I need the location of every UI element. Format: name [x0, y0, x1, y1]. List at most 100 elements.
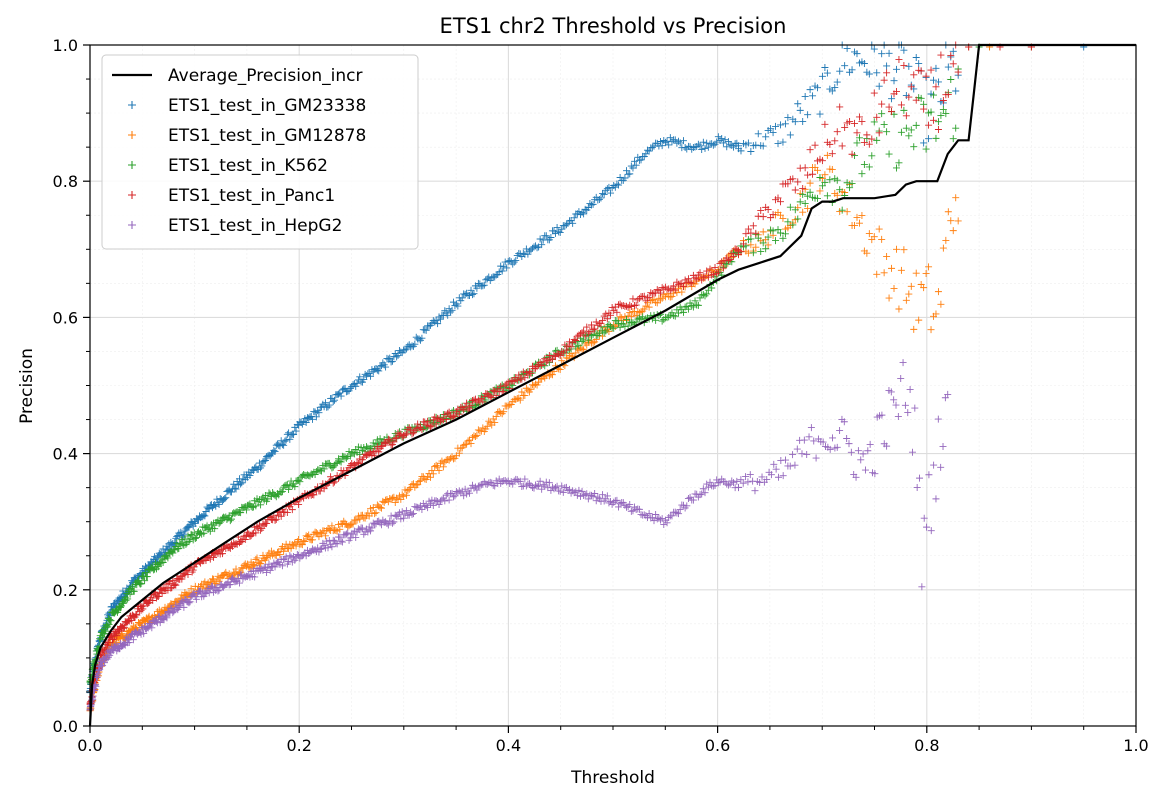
- series-point: [444, 455, 452, 463]
- series-point: [860, 139, 868, 147]
- series-point: [764, 241, 772, 249]
- series-point: [143, 615, 151, 623]
- series-point: [311, 470, 319, 478]
- series-point: [890, 284, 898, 292]
- series-point: [578, 337, 586, 345]
- series-point: [917, 67, 925, 75]
- series-point: [435, 501, 443, 509]
- series-point: [575, 486, 583, 494]
- series-point: [419, 425, 427, 433]
- series-point: [714, 479, 722, 487]
- series-point: [831, 137, 839, 145]
- series-point: [929, 91, 937, 99]
- series-point: [602, 495, 610, 503]
- series-point: [634, 296, 642, 304]
- series-point: [512, 257, 520, 265]
- series-point: [784, 114, 792, 122]
- series-point: [533, 482, 541, 490]
- series-point: [597, 194, 605, 202]
- series-point: [128, 617, 136, 625]
- series-point: [843, 44, 851, 52]
- series-point: [629, 507, 637, 515]
- series-point: [338, 538, 346, 546]
- series-point: [434, 498, 442, 506]
- series-point: [737, 476, 745, 484]
- series-point: [102, 627, 110, 635]
- series-point: [930, 461, 938, 469]
- series-point: [448, 306, 456, 314]
- series-point: [586, 200, 594, 208]
- series-point: [751, 487, 759, 495]
- series-point: [847, 448, 855, 456]
- x-tick-label: 0.4: [496, 736, 521, 755]
- series-point: [285, 486, 293, 494]
- series-point: [316, 545, 324, 553]
- series-point: [610, 324, 618, 332]
- series-point: [793, 445, 801, 453]
- series-point: [696, 294, 704, 302]
- series-point: [841, 62, 849, 70]
- series-point: [461, 290, 469, 298]
- series-point: [455, 449, 463, 457]
- series-point: [405, 511, 413, 519]
- series-point: [813, 194, 821, 202]
- series-point: [587, 201, 595, 209]
- series-point: [548, 371, 556, 379]
- series-point: [375, 367, 383, 375]
- series-point: [671, 136, 679, 144]
- series-point: [589, 200, 597, 208]
- series-point: [536, 235, 544, 243]
- series-point: [657, 137, 665, 145]
- series-point: [315, 409, 323, 417]
- series-point: [632, 161, 640, 169]
- series-point: [518, 483, 526, 491]
- series-point: [818, 72, 826, 80]
- series-point: [858, 212, 866, 220]
- series-point: [922, 270, 930, 278]
- series-point: [353, 379, 361, 387]
- series-point: [470, 402, 478, 410]
- series-point: [545, 372, 553, 380]
- series-point: [503, 264, 511, 272]
- series-point: [552, 483, 560, 491]
- series-point: [897, 266, 905, 274]
- series-point: [109, 635, 117, 643]
- series-point: [242, 506, 250, 514]
- series-point: [280, 441, 288, 449]
- series-point: [527, 385, 535, 393]
- series-point: [293, 550, 301, 558]
- legend-marker-ets1-test-in-gm12878: [128, 131, 136, 139]
- series-point: [409, 480, 417, 488]
- series-point: [175, 544, 183, 552]
- series-point: [713, 138, 721, 146]
- series-point: [424, 473, 432, 481]
- series-point: [779, 234, 787, 242]
- series-point: [152, 557, 160, 565]
- series-point: [527, 369, 535, 377]
- series-point: [365, 369, 373, 377]
- y-tick-label: 0.6: [53, 308, 78, 327]
- series-point: [429, 502, 437, 510]
- series-point: [184, 570, 192, 578]
- series-point: [853, 129, 861, 137]
- series-point: [652, 316, 660, 324]
- series-point: [545, 358, 553, 366]
- series-point: [846, 184, 854, 192]
- series-point: [382, 439, 390, 447]
- series-point: [635, 156, 643, 164]
- series-point: [226, 580, 234, 588]
- series-point: [809, 170, 817, 178]
- series-point: [949, 227, 957, 235]
- series-point: [494, 408, 502, 416]
- series-point: [235, 579, 243, 587]
- series-point: [206, 555, 214, 563]
- series-point: [873, 113, 881, 121]
- series-point: [602, 310, 610, 318]
- series-point: [576, 492, 584, 500]
- series-point: [241, 535, 249, 543]
- series-point: [150, 616, 158, 624]
- series-point: [432, 420, 440, 428]
- series-point: [99, 633, 107, 641]
- series-point: [703, 480, 711, 488]
